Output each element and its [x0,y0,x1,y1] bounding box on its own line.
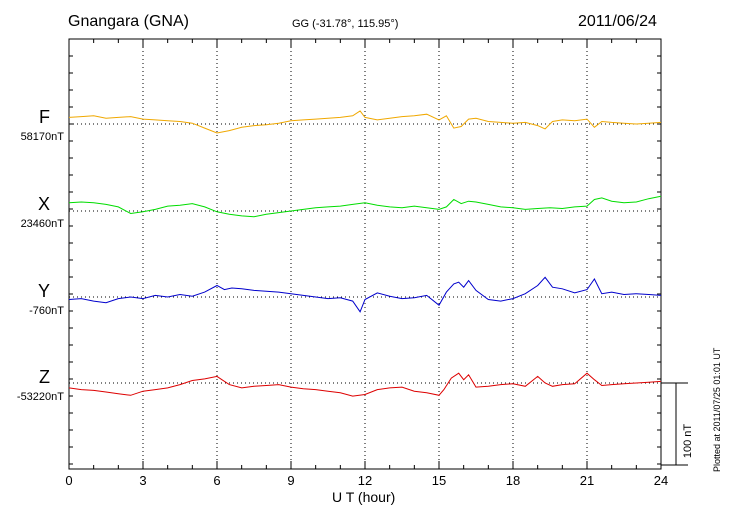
station-title: Gnangara (GNA) [68,13,189,30]
x-tick-label: 3 [139,473,146,488]
series-label-z: Z [39,367,50,387]
series-baseline-y: -760nT [29,305,64,317]
plotted-timestamp: Plotted at 2011/07/25 01:01 UT [712,347,722,472]
x-tick-label: 21 [580,473,594,488]
x-tick-label: 6 [213,473,220,488]
series-label-y: Y [37,281,50,301]
x-tick-label: 24 [654,473,668,488]
series-line-z [68,372,662,397]
x-tick-label: 18 [506,473,520,488]
series-label-f: F [39,107,50,127]
scale-bar-label: 100 nT [682,424,694,459]
x-axis-label: U T (hour) [332,489,396,505]
series-baseline-z: -53220nT [16,391,64,403]
geo-coordinates: GG (-31.78°, 115.95°) [292,18,399,30]
series-label-x: X [37,194,50,214]
series-baseline-x: 23460nT [20,218,64,230]
x-tick-label: 12 [358,473,372,488]
series-line-x [68,195,662,218]
x-tick-label: 9 [287,473,294,488]
x-tick-label: 15 [432,473,446,488]
x-tick-label: 0 [65,473,72,488]
series-baseline-f: 58170nT [20,131,64,143]
series-line-f [68,110,662,134]
plot-date: 2011/06/24 [578,13,657,30]
series-line-y [68,276,662,313]
